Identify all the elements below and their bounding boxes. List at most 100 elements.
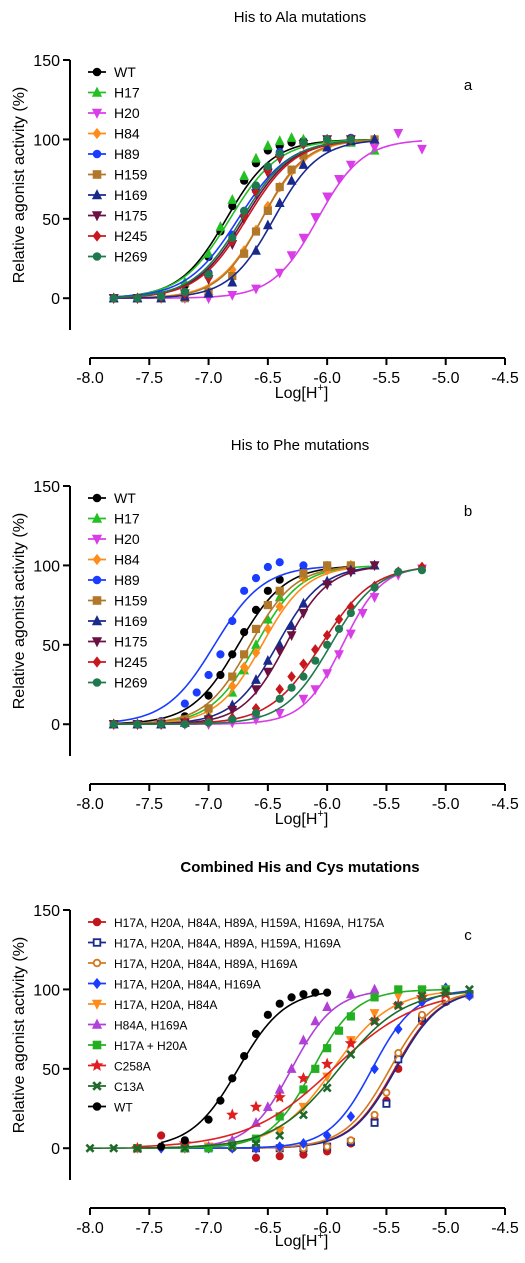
x-tick-label: -5.0	[432, 1220, 460, 1237]
legend-marker	[92, 127, 102, 140]
data-point	[382, 1088, 391, 1097]
legend-label: H169	[114, 613, 148, 629]
data-point	[322, 1130, 332, 1141]
data-point	[240, 206, 249, 215]
data-point	[370, 583, 379, 592]
legend-label: H89	[114, 572, 140, 588]
data-point	[274, 268, 285, 279]
legend-item: H17A, H20A, H84A, H89A, H169A	[88, 957, 297, 971]
legend-label: WT	[114, 490, 136, 506]
x-tick-label: -8.0	[76, 1220, 104, 1237]
data-point	[274, 197, 285, 208]
legend-label: H84A, H169A	[114, 1019, 187, 1033]
legend-item: H169	[88, 613, 148, 629]
data-point	[275, 1152, 284, 1161]
data-point	[204, 670, 213, 680]
legend-marker	[91, 637, 103, 648]
legend-marker	[92, 252, 102, 261]
data-point	[228, 616, 237, 626]
data-point	[203, 248, 214, 258]
data-point	[298, 597, 309, 608]
data-point	[369, 133, 380, 144]
data-point	[298, 694, 309, 705]
data-point	[323, 561, 332, 570]
legend-item: H17	[88, 511, 140, 527]
data-point	[370, 1110, 379, 1119]
data-point	[382, 1099, 391, 1108]
data-point	[275, 683, 284, 695]
data-point	[346, 1136, 355, 1145]
data-point	[299, 561, 308, 570]
data-point	[251, 152, 261, 163]
data-point	[275, 1131, 285, 1141]
x-axis-label: Log[H+]	[275, 382, 329, 402]
y-tick-label: 100	[33, 558, 60, 575]
fit-curve-c13a	[89, 991, 470, 1149]
data-point	[394, 1023, 403, 1035]
chart-svg-c: Combined His and Cys mutations c 0 50 100 150…	[11, 859, 519, 1250]
chart-svg-b: His to Phe mutations b 0 50 100 150 -8.0 -7.5 -7…	[11, 437, 519, 828]
data-point	[275, 149, 284, 158]
data-point	[251, 709, 261, 718]
legend-marker	[92, 938, 102, 947]
legend-label: WT	[114, 64, 136, 80]
data-point	[263, 623, 273, 635]
data-point	[311, 1064, 320, 1073]
data-point	[299, 138, 308, 147]
data-point	[157, 292, 166, 301]
data-point	[109, 1143, 119, 1153]
data-point	[334, 650, 344, 661]
x-tick-label: -5.0	[432, 370, 460, 387]
data-point	[334, 614, 344, 625]
y-tick-label: 150	[33, 479, 60, 496]
data-point	[133, 294, 142, 303]
data-point	[286, 174, 297, 185]
x-tick-label: -6.0	[313, 1220, 341, 1237]
data-point	[394, 567, 403, 576]
legend-item: C13A	[88, 1080, 144, 1094]
legend-label: H169	[114, 187, 148, 203]
data-point	[346, 1050, 356, 1060]
data-point	[369, 561, 380, 572]
legend-label: C258A	[114, 1060, 151, 1074]
data-point	[311, 656, 320, 665]
data-point	[299, 1085, 308, 1094]
data-point	[311, 988, 320, 997]
data-point	[334, 1026, 344, 1035]
data-point	[287, 671, 296, 682]
y-tick-label: 150	[33, 903, 60, 920]
data-point	[228, 233, 237, 242]
data-point	[180, 1143, 190, 1153]
legend-item: C258A	[88, 1058, 151, 1074]
y-tick-label: 0	[51, 1141, 60, 1158]
data-point	[227, 1142, 237, 1152]
data-point	[370, 993, 379, 1002]
series-h17	[108, 559, 380, 729]
data-point	[180, 699, 189, 708]
data-point	[417, 144, 427, 155]
legend-label: H17A + H20A	[114, 1039, 187, 1053]
data-point	[228, 672, 237, 681]
x-tick-label: -7.0	[195, 1220, 223, 1237]
data-point	[322, 580, 333, 591]
data-point	[369, 593, 380, 603]
y-tick-label: 0	[51, 291, 60, 308]
data-point	[334, 175, 344, 185]
x-tick-label: -7.5	[135, 796, 163, 813]
data-point	[251, 284, 261, 295]
data-point	[274, 135, 285, 146]
chart-title: His to Phe mutations	[231, 437, 369, 454]
legend-marker	[91, 615, 103, 626]
data-point	[321, 1057, 334, 1070]
data-point	[251, 227, 261, 236]
x-tick-label: -5.0	[432, 796, 460, 813]
data-point	[369, 1009, 380, 1019]
data-point	[251, 1029, 261, 1038]
legend-marker	[91, 999, 103, 1010]
data-point	[204, 1144, 213, 1153]
data-point	[251, 1138, 261, 1148]
legend-item: WT	[88, 1101, 133, 1115]
data-point	[286, 132, 297, 142]
data-point	[299, 658, 308, 670]
data-point	[322, 1001, 333, 1011]
